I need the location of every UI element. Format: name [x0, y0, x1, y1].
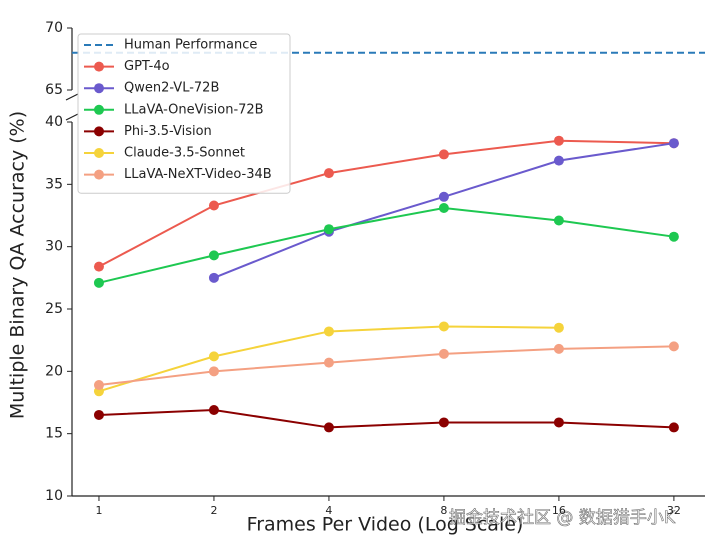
data-point: [93, 261, 104, 272]
data-point: [208, 366, 219, 377]
legend-label: LLaVA-OneVision-72B: [124, 102, 264, 117]
data-point: [553, 322, 564, 333]
legend-marker: [94, 61, 104, 72]
y-tick-label: 20: [45, 363, 63, 379]
data-point: [438, 348, 449, 359]
data-point: [323, 224, 334, 235]
legend-label: Claude-3.5-Sonnet: [124, 146, 245, 161]
series-line: [98, 345, 674, 387]
legend-label: Phi-3.5-Vision: [124, 124, 212, 139]
y-tick-label: 25: [45, 301, 63, 317]
legend-marker: [94, 126, 104, 137]
data-point: [668, 231, 679, 242]
y-tick-label: 30: [45, 239, 63, 255]
legend-label: Human Performance: [124, 38, 257, 53]
data-point: [553, 135, 564, 146]
x-tick-label: 16: [552, 504, 566, 517]
series-line: [98, 408, 674, 429]
data-point: [668, 138, 679, 149]
data-point: [668, 341, 679, 352]
legend-box: [77, 33, 291, 194]
legend-marker: [94, 83, 104, 94]
data-point: [438, 321, 449, 332]
y-tick-label: 15: [45, 426, 63, 442]
data-point: [93, 380, 104, 391]
x-axis-label: Frames Per Video (Log Scale): [247, 514, 524, 536]
legend-label: GPT-4o: [124, 59, 170, 74]
data-point: [668, 422, 679, 433]
data-point: [93, 409, 104, 420]
data-point: [553, 343, 564, 354]
series-line: [98, 207, 675, 284]
data-point: [208, 404, 219, 415]
y-axis-label: Multiple Binary QA Accuracy (%): [7, 111, 29, 419]
data-point: [438, 191, 449, 202]
axis-break: [65, 93, 79, 101]
y-tick-label: 40: [45, 114, 63, 130]
data-point: [553, 155, 564, 166]
data-point: [323, 422, 334, 433]
data-point: [93, 277, 104, 288]
data-point: [208, 200, 219, 211]
y-tick-label: 10: [45, 488, 63, 504]
watermark: 掘金技术社区 @ 数据猎手小K: [449, 508, 676, 528]
x-tick-label: 32: [667, 504, 681, 517]
legend-label: LLaVA-NeXT-Video-34B: [124, 167, 272, 182]
data-point: [438, 417, 449, 428]
data-point: [208, 272, 219, 283]
x-tick-label: 4: [325, 504, 332, 517]
x-tick-label: 2: [210, 504, 217, 517]
x-tick-label: 8: [440, 504, 447, 517]
data-point: [208, 351, 219, 362]
data-point: [208, 250, 219, 261]
data-point: [438, 149, 449, 160]
data-point: [323, 168, 334, 179]
data-point: [553, 417, 564, 428]
legend-marker: [94, 169, 104, 180]
y-tick-label: 70: [45, 20, 63, 36]
data-point: [438, 203, 449, 214]
series-line: [98, 139, 674, 268]
y-tick-label: 35: [45, 176, 63, 192]
legend-marker: [94, 148, 104, 158]
axis-break: [65, 113, 79, 121]
data-point: [323, 357, 334, 368]
y-tick-label: 65: [45, 82, 63, 98]
legend-label: Qwen2-VL-72B: [124, 81, 219, 96]
legend-marker: [94, 104, 104, 115]
data-point: [553, 215, 564, 226]
data-point: [323, 326, 334, 337]
x-tick-label: 1: [95, 504, 102, 517]
